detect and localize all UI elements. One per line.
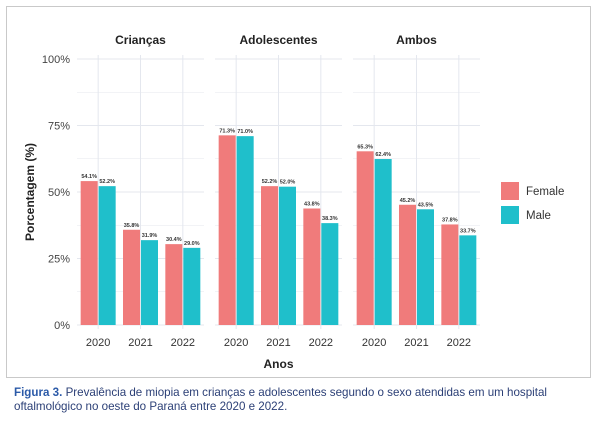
- x-tick-label: 2020: [86, 337, 110, 349]
- facet-title: Crianças: [115, 33, 166, 47]
- bar-female: [261, 186, 278, 325]
- bar-value-label: 71.0%: [237, 129, 253, 135]
- faceted-bar-chart: Crianças 54.1% 35.8% 30.4% 52.2% 31.9% 29.0% 20…: [23, 33, 564, 371]
- bar-value-label: 38.3%: [322, 216, 338, 222]
- bar-value-label: 37.8%: [442, 217, 458, 223]
- bar-male: [98, 186, 116, 325]
- bar-male: [321, 223, 339, 325]
- x-axis-title: Anos: [264, 357, 294, 371]
- y-tick-label: 0%: [54, 320, 70, 332]
- x-tick-label: 2021: [128, 337, 152, 349]
- bar-value-label: 30.4%: [166, 237, 182, 243]
- bar-female: [80, 181, 98, 325]
- x-tick-label: 2022: [171, 337, 195, 349]
- legend-swatch-male: [501, 206, 519, 224]
- y-tick-label: 100%: [42, 54, 70, 66]
- bar-value-label: 52.0%: [280, 180, 296, 186]
- bar-value-label: 54.1%: [81, 174, 97, 180]
- bar-value-label: 29.0%: [184, 241, 200, 247]
- bar-female: [356, 151, 374, 325]
- bar-value-label: 33.7%: [460, 228, 476, 234]
- caption-label: Figura 3.: [14, 386, 63, 399]
- bar-male: [279, 186, 296, 325]
- bar-value-label: 52.2%: [99, 179, 115, 185]
- facet-title: Adolescentes: [239, 33, 317, 47]
- y-tick-label: 75%: [48, 121, 70, 133]
- x-tick-label: 2021: [404, 337, 428, 349]
- x-tick-label: 2020: [362, 337, 386, 349]
- bar-male: [141, 240, 158, 325]
- legend-label-male: Male: [526, 210, 551, 222]
- bar-value-label: 31.9%: [142, 233, 158, 239]
- bar-female: [165, 244, 183, 325]
- bar-value-label: 62.4%: [375, 152, 391, 158]
- bar-female: [399, 204, 416, 325]
- bar-female: [441, 224, 459, 325]
- bar-female: [303, 208, 321, 325]
- bar-male: [236, 136, 254, 325]
- bar-value-label: 71.3%: [219, 128, 235, 134]
- y-tick-label: 50%: [48, 187, 70, 199]
- legend-swatch-female: [501, 182, 519, 200]
- bar-value-label: 43.5%: [418, 202, 434, 208]
- figure-caption: Figura 3. Prevalência de miopia em crian…: [14, 386, 589, 414]
- bar-female: [218, 135, 236, 325]
- x-tick-label: 2022: [309, 337, 333, 349]
- legend-label-female: Female: [526, 186, 564, 198]
- bar-male: [459, 235, 477, 325]
- facet-title: Ambos: [396, 33, 437, 47]
- bar-value-label: 65.3%: [357, 144, 373, 150]
- bar-value-label: 45.2%: [400, 198, 416, 204]
- bar-value-label: 43.8%: [304, 201, 320, 207]
- x-tick-label: 2020: [224, 337, 248, 349]
- bar-male: [417, 209, 434, 325]
- bar-female: [123, 229, 140, 325]
- bar-male: [374, 159, 392, 325]
- bar-male: [183, 247, 201, 325]
- y-axis-title: Porcentagem (%): [23, 143, 37, 241]
- caption-text: Prevalência de miopia em crianças e adol…: [14, 386, 547, 413]
- figure-frame: Crianças 54.1% 35.8% 30.4% 52.2% 31.9% 29.0% 20…: [6, 6, 591, 378]
- bar-value-label: 35.8%: [124, 223, 140, 229]
- x-tick-label: 2022: [447, 337, 471, 349]
- bar-value-label: 52.2%: [262, 179, 278, 185]
- x-tick-label: 2021: [266, 337, 290, 349]
- y-tick-label: 25%: [48, 254, 70, 266]
